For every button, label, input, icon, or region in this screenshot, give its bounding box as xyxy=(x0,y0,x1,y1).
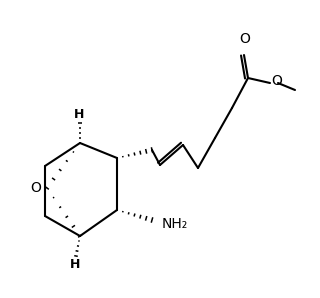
Text: O: O xyxy=(272,74,283,88)
Text: H: H xyxy=(74,108,84,120)
Text: NH₂: NH₂ xyxy=(162,217,188,231)
Text: O: O xyxy=(240,32,251,46)
Text: O: O xyxy=(31,181,41,195)
Text: H: H xyxy=(70,258,80,271)
